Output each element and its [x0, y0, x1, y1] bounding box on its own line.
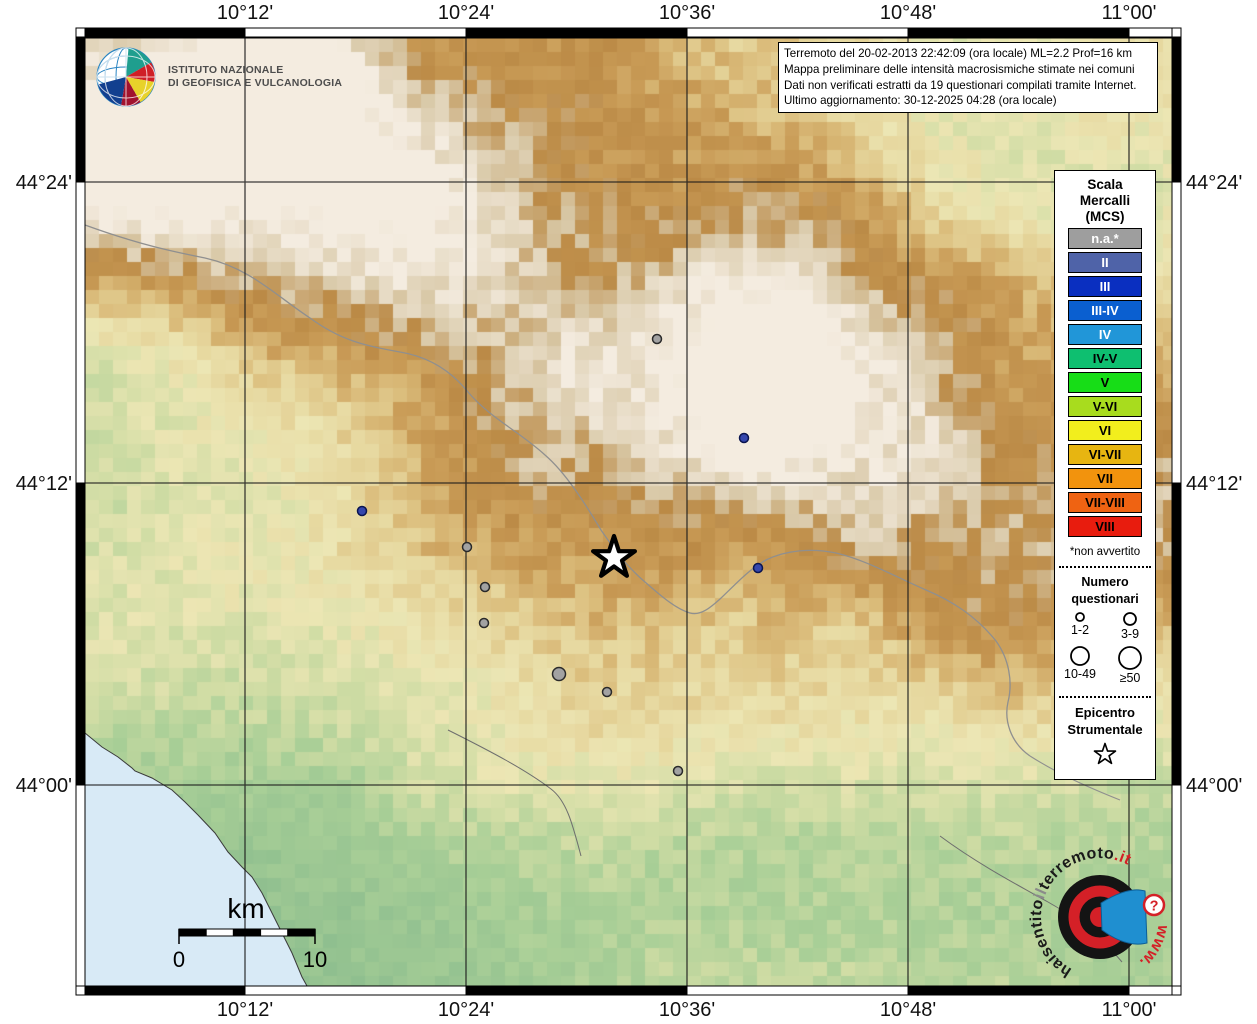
questionnaire-title-line2: questionari	[1071, 592, 1139, 606]
axis-bottom-5: 11°00'	[1102, 999, 1157, 1021]
questionnaire-size-item: ≥50	[1105, 644, 1155, 688]
questionnaire-size-key: 1-2 3-9 10-49 ≥50	[1055, 610, 1155, 688]
info-line-updated: Ultimo aggiornamento: 30-12-2025 04:28 (…	[784, 94, 1057, 108]
ingv-name: ISTITUTO NAZIONALE DI GEOFISICA E VULCAN…	[168, 64, 342, 91]
axis-top-3: 10°36'	[659, 2, 715, 24]
municipality-dot-na	[479, 581, 491, 593]
info-line-event: Terremoto del 20-02-2013 22:42:09 (ora l…	[784, 47, 1133, 60]
municipality-dot-ii	[738, 432, 750, 444]
municipality-dot-na	[672, 765, 684, 777]
questionnaire-size-item: 10-49	[1055, 644, 1105, 688]
mcs-class-swatch: VIII	[1068, 516, 1142, 537]
axis-left-1: 44°24'	[16, 172, 72, 194]
info-line-map-type: Mappa preliminare delle intensità macros…	[784, 62, 1135, 76]
municipality-dot-na	[551, 666, 567, 682]
questionnaire-size-label: ≥50	[1119, 671, 1141, 685]
legend-title-line1: Scala	[1087, 177, 1123, 192]
scale-bar: km 0 10	[173, 893, 327, 972]
questionnaire-size-circle	[1070, 646, 1090, 666]
legend-title-line3: (MCS)	[1085, 209, 1125, 224]
questionnaire-size-item: 3-9	[1105, 610, 1155, 644]
admin-borders	[84, 224, 1123, 963]
scale-bar-end: 10	[303, 947, 327, 972]
sea-area	[85, 733, 307, 986]
questionnaire-title-line1: Numero	[1081, 575, 1129, 589]
questionnaire-size-label: 10-49	[1064, 667, 1096, 681]
municipality-dot-na	[651, 333, 663, 345]
axis-labels: 10°12' 10°24' 10°36' 10°48' 11°00' 10°12…	[16, 2, 1243, 1021]
epicenter-legend-title: Epicentro Strumentale	[1055, 704, 1155, 738]
mcs-class-swatch: VII-VIII	[1068, 492, 1142, 513]
ingv-name-line1: ISTITUTO NAZIONALE	[168, 63, 284, 76]
intensity-dots-layer	[356, 333, 764, 777]
axis-left-2: 44°12'	[16, 473, 72, 495]
hsit-question-badge	[1142, 893, 1166, 917]
mcs-class-swatch: IV	[1068, 324, 1142, 345]
mcs-class-swatch: VI	[1068, 420, 1142, 441]
legend-separator-1	[1059, 566, 1151, 568]
mcs-class-swatch: IV-V	[1068, 348, 1142, 369]
legend-separator-2	[1059, 696, 1151, 698]
map-frame	[75, 27, 1182, 996]
legend-title: Scala Mercalli (MCS)	[1055, 177, 1155, 225]
earthquake-info-box: Terremoto del 20-02-2013 22:42:09 (ora l…	[778, 42, 1158, 114]
epicenter-star-icon	[1093, 742, 1117, 765]
axis-bottom-2: 10°24'	[438, 999, 494, 1021]
epicenter-title-line2: Strumentale	[1067, 722, 1143, 737]
mcs-class-swatch: VII	[1068, 468, 1142, 489]
ingv-globe-icon	[96, 47, 156, 107]
ingv-name-line2: DI GEOFISICA E VULCANOLOGIA	[168, 77, 343, 89]
mcs-class-swatch: III	[1068, 276, 1142, 297]
mcs-class-swatch: II	[1068, 252, 1142, 273]
mcs-class-swatch: n.a.*	[1068, 228, 1142, 249]
axis-top-2: 10°24'	[438, 2, 494, 24]
mcs-class-list: n.a.* II III III-IV IV IV-V V V-VI VI VI-VII VII VI…	[1055, 228, 1155, 537]
questionnaire-size-label: 1-2	[1070, 623, 1090, 637]
axis-left-3: 44°00'	[16, 775, 72, 797]
epicenter-title-line1: Epicentro	[1075, 705, 1135, 720]
mcs-class-swatch: VI-VII	[1068, 444, 1142, 465]
mcs-class-swatch: III-IV	[1068, 300, 1142, 321]
axis-right-3: 44°00'	[1186, 775, 1242, 797]
axis-top-1: 10°12'	[217, 2, 273, 24]
questionnaire-size-circle	[1118, 646, 1142, 670]
hsit-text-it: .it	[1112, 847, 1134, 869]
scale-bar-start: 0	[173, 947, 185, 972]
municipality-dot-ii	[356, 505, 368, 517]
legend-title-line2: Mercalli	[1079, 193, 1131, 208]
hsit-logo: haisentitoilterremoto.it www. ?	[1028, 845, 1171, 980]
questionnaire-size-circle	[1123, 612, 1137, 626]
axis-right-2: 44°12'	[1186, 473, 1242, 495]
municipality-dot-ii	[752, 562, 764, 574]
axis-bottom-3: 10°36'	[659, 999, 715, 1021]
questionnaire-size-label: 3-9	[1120, 627, 1140, 641]
questionnaire-size-circle	[1075, 612, 1085, 622]
scale-bar-unit: km	[227, 893, 264, 924]
mcs-class-swatch: V	[1068, 372, 1142, 393]
municipality-dot-na	[461, 541, 473, 553]
ingv-logo: ISTITUTO NAZIONALE DI GEOFISICA E VULCAN…	[96, 46, 342, 108]
hsit-question-mark: ?	[1150, 899, 1159, 915]
mcs-class-swatch: V-VI	[1068, 396, 1142, 417]
municipality-dot-na	[601, 686, 613, 698]
info-line-data-source: Dati non verificati estratti da 19 quest…	[784, 78, 1137, 92]
axis-right-1: 44°24'	[1186, 172, 1242, 194]
legend-footnote: *non avvertito	[1069, 546, 1141, 558]
questionnaire-size-item: 1-2	[1055, 610, 1105, 644]
municipality-dot-na	[478, 617, 490, 629]
axis-bottom-1: 10°12'	[217, 999, 273, 1021]
axis-top-5: 11°00'	[1102, 2, 1157, 24]
epicenter-star	[590, 533, 638, 578]
axis-top-4: 10°48'	[880, 2, 936, 24]
grid-lines	[85, 38, 1172, 986]
legend-panel: Scala Mercalli (MCS) n.a.* II III III-IV IV I…	[1054, 170, 1156, 780]
hsit-logo-blue-cone	[1100, 889, 1148, 945]
questionnaire-count-title: Numero questionari	[1055, 574, 1155, 608]
terrain-raster	[85, 38, 1172, 986]
axis-bottom-4: 10°48'	[880, 999, 936, 1021]
